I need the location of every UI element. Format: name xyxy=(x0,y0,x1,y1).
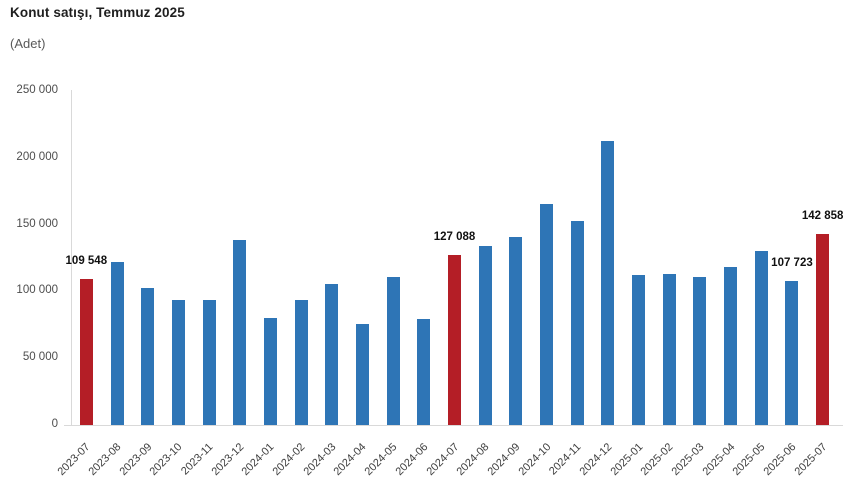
bar-2025-03 xyxy=(693,276,707,425)
bar-2024-06 xyxy=(417,319,431,425)
bar-2024-07 xyxy=(448,255,461,425)
y-tick-label: 250 000 xyxy=(16,84,58,96)
data-label-2025-06: 107 723 xyxy=(771,257,813,270)
bar-2024-04 xyxy=(355,324,369,425)
bar-2024-02 xyxy=(294,299,308,425)
bar-2024-05 xyxy=(386,277,400,425)
bar-2025-05 xyxy=(754,251,768,425)
y-tick-label: 0 xyxy=(51,418,58,430)
bar-2025-06 xyxy=(785,281,799,425)
chart-canvas: Konut satışı, Temmuz 2025 (Adet) 0 50 000… xyxy=(10,5,844,479)
chart-unit-label: (Adet) xyxy=(10,36,46,51)
y-tick-label: 200 000 xyxy=(16,150,58,163)
data-label-2024-07: 127 088 xyxy=(433,231,476,244)
x-tick-label-2025-07: 2025-07 xyxy=(792,441,830,479)
chart-title: Konut satışı, Temmuz 2025 xyxy=(10,5,185,20)
bar-2025-07 xyxy=(816,234,830,425)
bar-2024-09 xyxy=(509,236,523,425)
bar-2024-08 xyxy=(478,245,492,425)
y-axis-line xyxy=(71,90,72,425)
bar-2024-12 xyxy=(601,140,615,425)
bar-2024-10 xyxy=(540,204,554,425)
bar-2025-02 xyxy=(662,274,676,425)
y-tick-label: 100 000 xyxy=(16,284,58,297)
bar-2023-07 xyxy=(79,278,93,425)
bar-2023-10 xyxy=(171,299,185,425)
bar-2024-11 xyxy=(570,220,584,425)
x-axis-line xyxy=(64,425,843,426)
y-tick-label: 50 000 xyxy=(22,351,58,364)
bar-2024-01 xyxy=(263,317,277,425)
bar-2024-03 xyxy=(325,284,339,425)
bar-2025-01 xyxy=(632,275,646,425)
data-label-2025-07: 142 858 xyxy=(801,210,844,223)
bar-2023-09 xyxy=(141,287,155,425)
bar-2023-08 xyxy=(110,261,124,425)
bar-2023-12 xyxy=(233,239,247,425)
data-label-2023-07: 109 548 xyxy=(65,254,108,267)
bar-2025-04 xyxy=(724,266,738,425)
bar-2023-11 xyxy=(202,300,216,425)
y-tick-label: 150 000 xyxy=(16,217,58,230)
